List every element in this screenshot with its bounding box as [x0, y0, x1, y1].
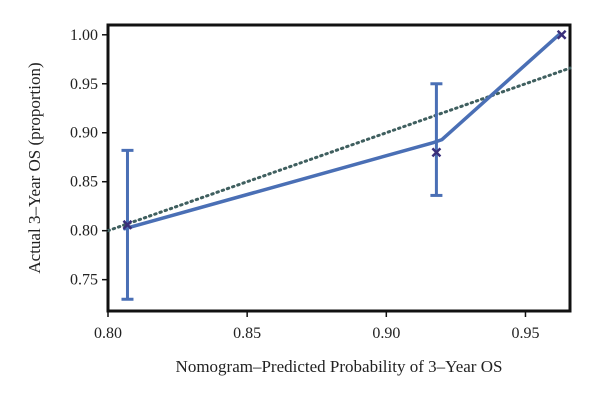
y-tick-label-2: 0.85: [70, 174, 98, 191]
y-axis-title: Actual 3–Year OS (proportion): [25, 62, 44, 273]
y-tick-label-5: 1.00: [70, 27, 98, 44]
x-tick-label-2: 0.90: [372, 325, 400, 342]
y-tick-label-0: 0.75: [70, 272, 98, 289]
y-axis-ticks: 0.75 0.80 0.85 0.90 0.95 1.00: [70, 27, 108, 289]
y-tick-label-3: 0.90: [70, 125, 98, 142]
data-point-0: [122, 219, 133, 230]
data-point-2: [556, 29, 567, 40]
y-tick-label-4: 0.95: [70, 76, 98, 93]
x-axis-ticks: 0.80 0.85 0.90 0.95: [94, 311, 539, 342]
x-tick-label-1: 0.85: [233, 325, 261, 342]
y-tick-label-1: 0.80: [70, 223, 98, 240]
data-point-1: [431, 147, 442, 158]
x-axis-title: Nomogram–Predicted Probability of 3–Year…: [176, 357, 503, 376]
x-tick-label-0: 0.80: [94, 325, 122, 342]
series-layer: [121, 29, 567, 301]
x-tick-label-3: 0.95: [511, 325, 539, 342]
